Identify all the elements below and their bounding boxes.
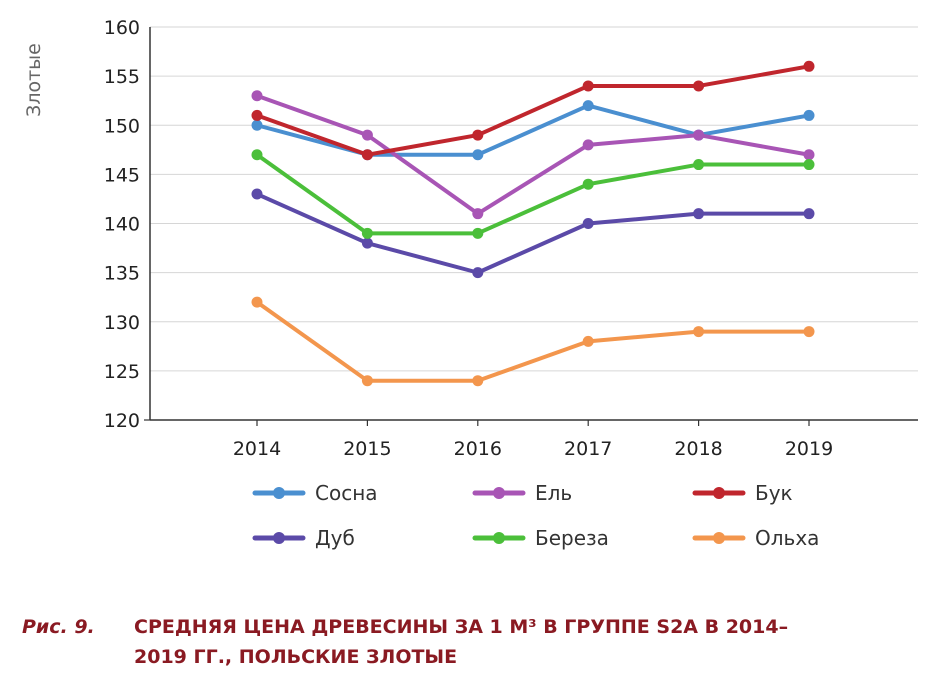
caption-label: Рис. 9. xyxy=(22,616,95,638)
y-axis-label: Злотые xyxy=(23,43,45,117)
data-point xyxy=(803,326,815,338)
legend-label: Береза xyxy=(535,526,609,550)
data-point xyxy=(361,149,373,161)
data-point xyxy=(582,139,594,151)
data-point xyxy=(803,208,815,220)
y-tick-label: 135 xyxy=(104,263,140,285)
legend-item: Береза xyxy=(472,526,609,550)
data-point xyxy=(582,80,594,92)
series-5 xyxy=(251,149,815,239)
x-tick-label: 2016 xyxy=(454,438,502,460)
data-point xyxy=(251,90,263,102)
data-point xyxy=(251,119,263,131)
data-point xyxy=(803,149,815,161)
x-tick-label: 2018 xyxy=(674,438,722,460)
legend-item: Ель xyxy=(472,481,572,505)
data-point xyxy=(361,129,373,141)
y-tick-label: 155 xyxy=(104,66,140,88)
legend: Сосна Ель Бук Дуб Береза Ольха xyxy=(252,481,819,550)
data-point xyxy=(361,237,373,249)
data-point xyxy=(693,80,705,92)
series-group xyxy=(251,60,815,387)
series-line xyxy=(255,103,811,157)
data-point xyxy=(693,129,705,141)
data-point xyxy=(472,149,484,161)
figure-caption: Рис. 9. СРЕДНЯЯ ЦЕНА ДРЕВЕСИНЫ ЗА 1 М³ В … xyxy=(22,612,922,672)
line-chart: 120 125 130 135 140 145 150 155 160 2014 2015 2016… xyxy=(23,17,918,550)
legend-label: Ольха xyxy=(755,526,819,550)
y-tick-label: 125 xyxy=(104,361,140,383)
legend-item: Дуб xyxy=(252,526,355,550)
series-3 xyxy=(251,60,815,161)
data-point xyxy=(472,267,484,279)
data-point xyxy=(472,227,484,239)
legend-label: Сосна xyxy=(315,481,378,505)
data-point xyxy=(582,178,594,190)
data-point xyxy=(582,100,594,112)
series-line xyxy=(255,93,811,216)
legend-swatch-marker xyxy=(493,532,505,544)
data-point xyxy=(251,296,263,308)
series-6 xyxy=(251,296,815,387)
series-4 xyxy=(251,188,815,279)
legend-item: Бук xyxy=(692,481,793,505)
legend-item: Ольха xyxy=(692,526,819,550)
y-tick-label: 150 xyxy=(104,115,140,137)
data-point xyxy=(693,326,705,338)
series-line xyxy=(255,300,811,383)
y-tick-label: 145 xyxy=(104,164,140,186)
legend-swatch-marker xyxy=(713,487,725,499)
x-tick-label: 2015 xyxy=(343,438,391,460)
x-tick-label: 2019 xyxy=(785,438,833,460)
y-tick-label: 160 xyxy=(104,17,140,39)
data-point xyxy=(693,159,705,171)
x-tick-label: 2014 xyxy=(233,438,281,460)
axes xyxy=(144,27,918,426)
legend-swatch-marker xyxy=(713,532,725,544)
grid-lines xyxy=(150,26,918,372)
data-point xyxy=(251,149,263,161)
data-point xyxy=(693,208,705,220)
data-point xyxy=(472,129,484,141)
series-2 xyxy=(251,90,815,220)
legend-label: Дуб xyxy=(315,526,355,550)
x-tick-label: 2017 xyxy=(564,438,612,460)
legend-swatch-marker xyxy=(273,487,285,499)
y-tick-labels: 120 125 130 135 140 145 150 155 160 xyxy=(104,17,140,432)
x-tick-labels: 2014 2015 2016 2017 2018 2019 xyxy=(233,438,833,460)
y-tick-label: 140 xyxy=(104,214,140,236)
data-point xyxy=(251,188,263,200)
y-tick-label: 130 xyxy=(104,312,140,334)
legend-item: Сосна xyxy=(252,481,378,505)
legend-label: Ель xyxy=(535,481,572,505)
data-point xyxy=(582,218,594,229)
data-point xyxy=(361,375,373,387)
data-point xyxy=(361,227,373,239)
legend-swatch-marker xyxy=(273,532,285,544)
data-point xyxy=(803,60,815,72)
series-line xyxy=(255,192,811,275)
data-point xyxy=(803,109,815,121)
legend-label: Бук xyxy=(755,481,793,505)
data-point xyxy=(472,375,484,387)
series-line xyxy=(255,64,811,157)
series-line xyxy=(255,152,811,236)
data-point xyxy=(472,208,484,220)
y-tick-label: 120 xyxy=(104,410,140,432)
data-point xyxy=(582,335,594,347)
data-point xyxy=(251,109,263,121)
caption-line-2: 2019 ГГ., ПОЛЬСКИЕ ЗЛОТЫЕ xyxy=(134,646,458,668)
data-point xyxy=(803,159,815,171)
legend-swatch-marker xyxy=(493,487,505,499)
caption-line-1: СРЕДНЯЯ ЦЕНА ДРЕВЕСИНЫ ЗА 1 М³ В ГРУППЕ … xyxy=(134,616,789,638)
